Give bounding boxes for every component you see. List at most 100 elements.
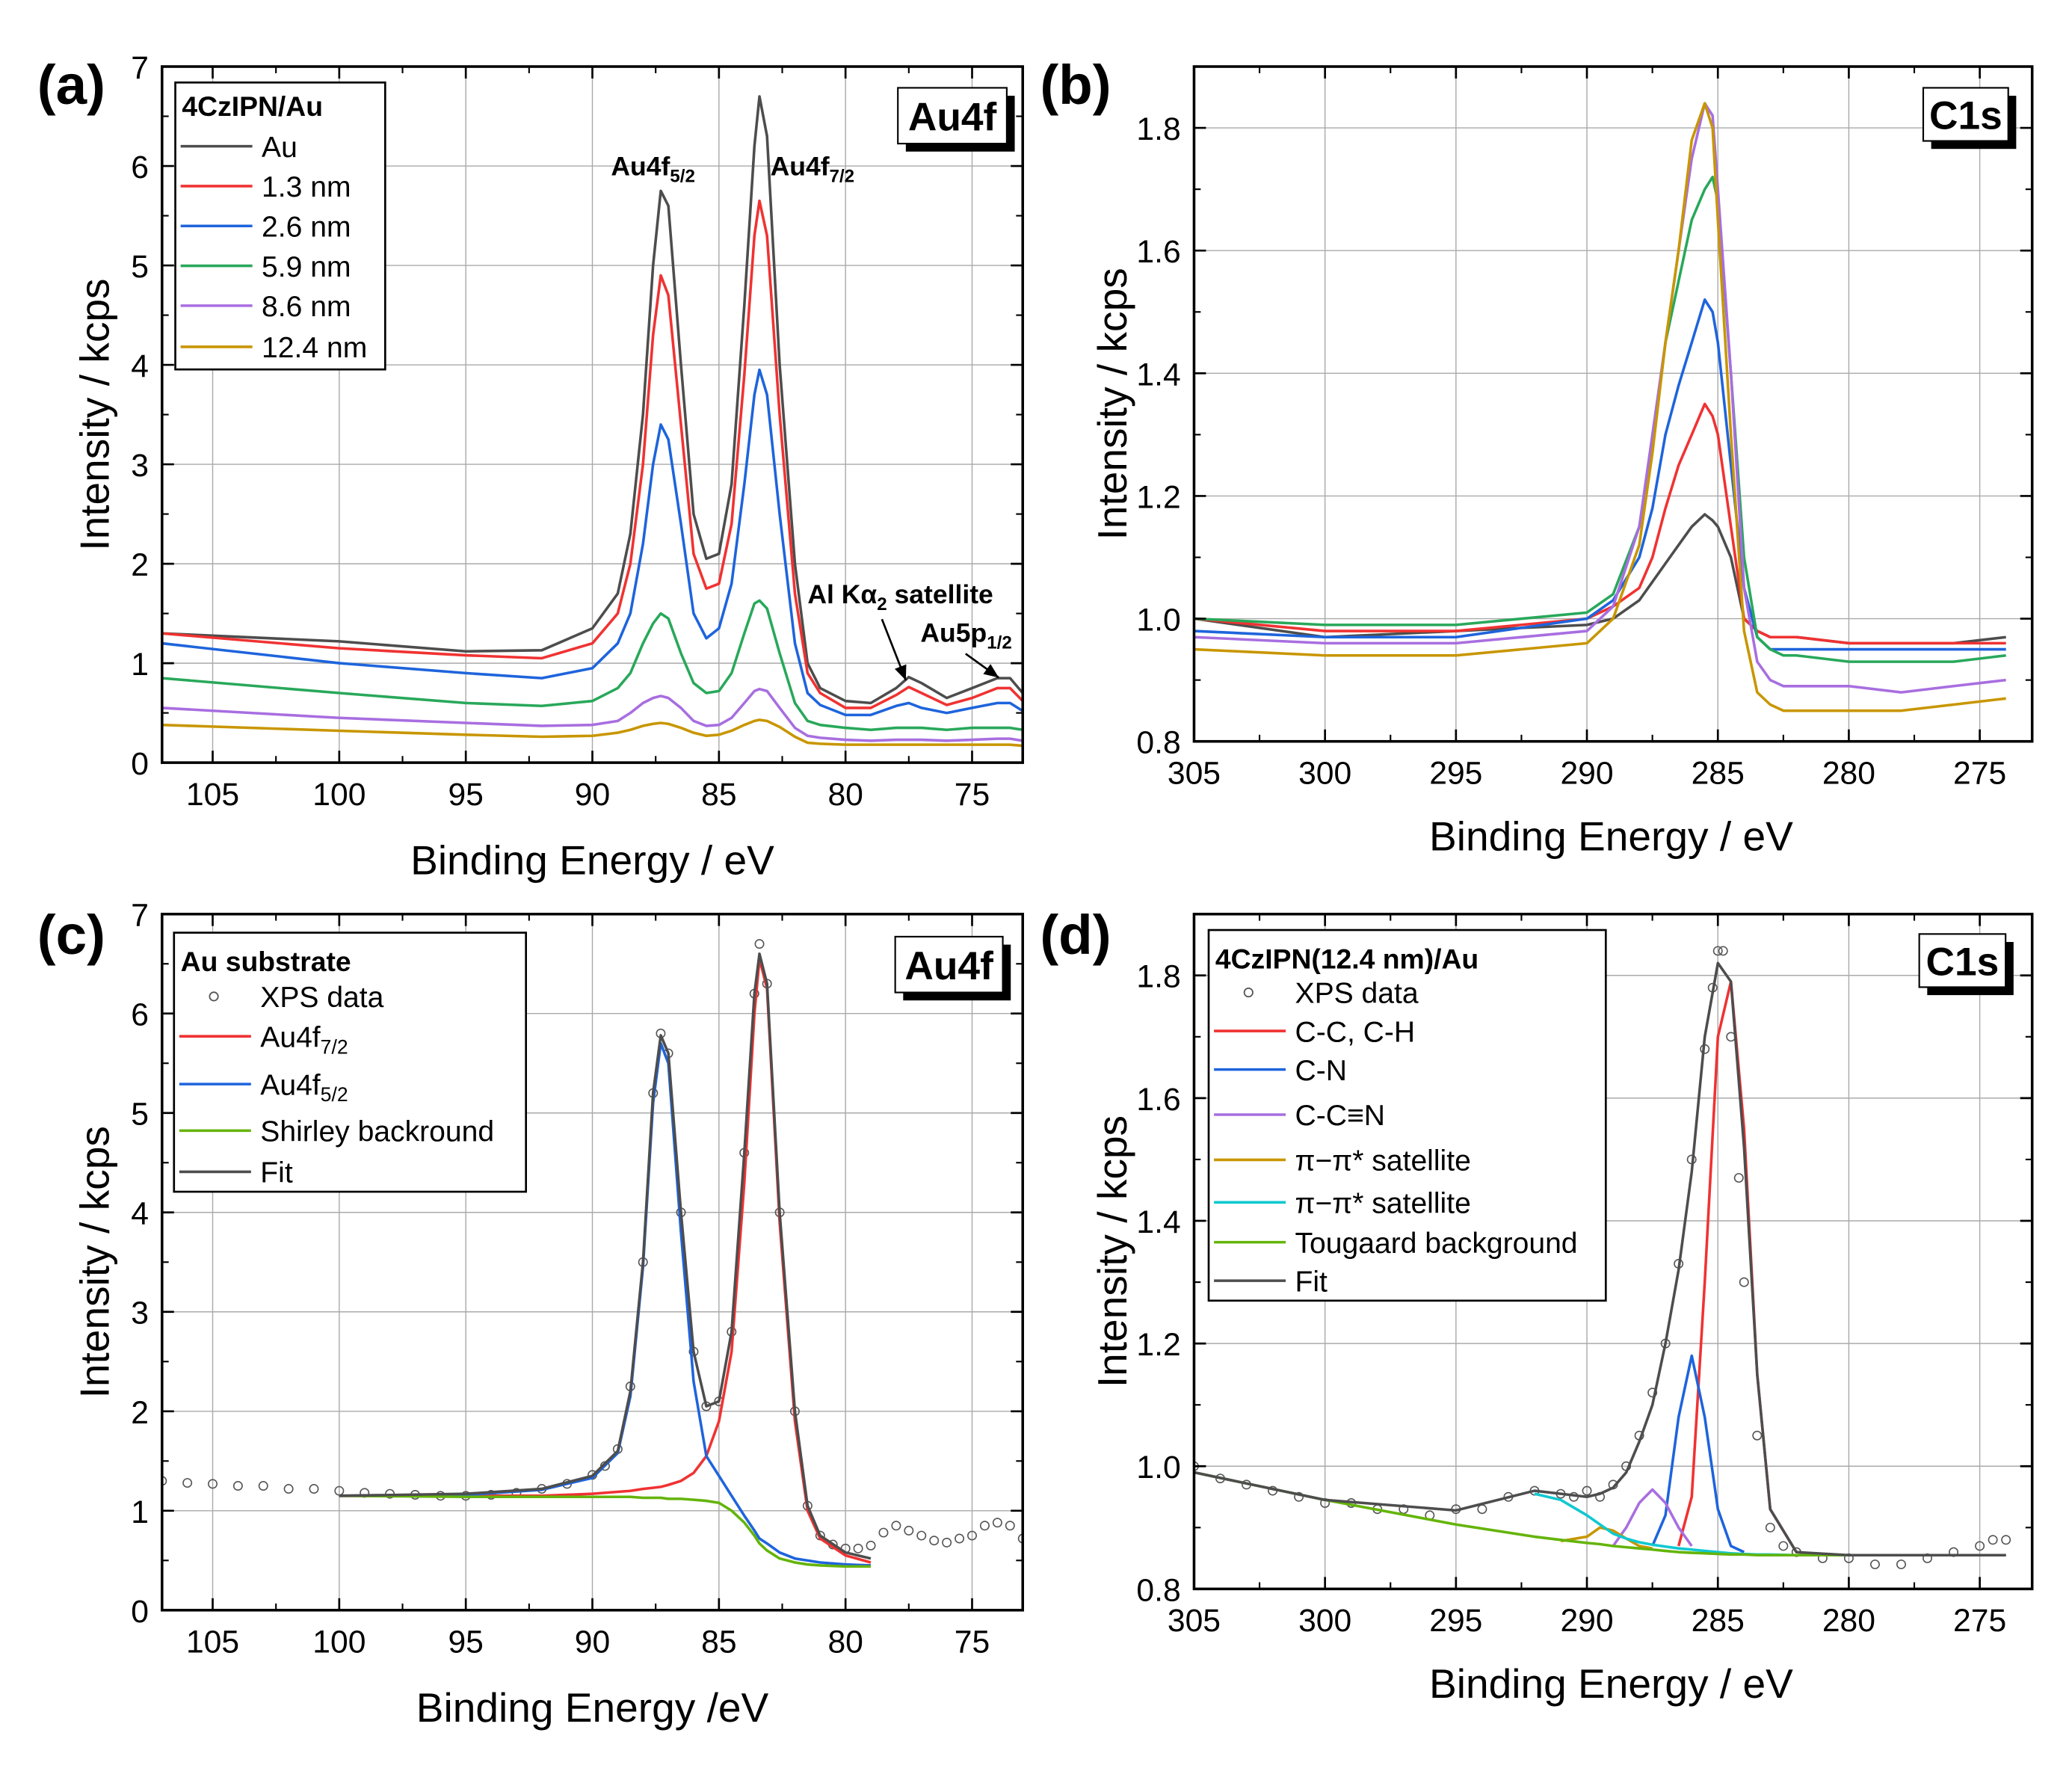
label-main: 12.4 nm: [262, 332, 367, 364]
peak-annotation: Au4f7/2: [771, 152, 855, 187]
y-tick-label: 0.8: [1136, 725, 1180, 761]
legend-marker: [209, 991, 219, 1002]
legend-entry: 8.6 nm: [262, 291, 351, 323]
x-tick-label: 80: [827, 777, 863, 813]
series-line-5: [161, 718, 1023, 748]
data-point: [979, 1521, 990, 1531]
series-line-3: [339, 1494, 871, 1568]
plot-frame: [1192, 65, 2034, 743]
inset-box: [897, 87, 1008, 145]
inset-label: C1s: [1929, 94, 2002, 138]
series-line-2: [1651, 1354, 1745, 1553]
data-point: [1975, 1541, 1985, 1551]
data-point: [1869, 1559, 1880, 1570]
series-line-3: [161, 599, 1023, 732]
x-tick-label: 295: [1429, 1603, 1482, 1639]
series-group: [1194, 946, 2011, 1570]
label-main: XPS data: [1295, 978, 1419, 1010]
inset-box: [1922, 87, 2009, 142]
label-main: 1.3 nm: [262, 171, 351, 203]
legend-entry: C-N: [1295, 1055, 1347, 1087]
label-subscript: 2: [877, 594, 887, 615]
label-subscript: 7/2: [830, 167, 855, 187]
x-tick-label: 305: [1168, 756, 1221, 792]
x-tick-label: 285: [1692, 1603, 1745, 1639]
x-tick-label: 85: [701, 777, 736, 813]
data-point: [1778, 1541, 1789, 1551]
series-line-4: [1560, 1526, 1653, 1550]
x-tick-label: 95: [448, 1625, 483, 1660]
data-point: [1988, 1535, 1998, 1545]
y-tick-label: 6: [131, 997, 149, 1033]
legend-entry: C-C, C-H: [1295, 1016, 1416, 1048]
panel-label: (b): [1040, 53, 1111, 116]
data-point: [955, 1533, 965, 1544]
label-main: Shirley backround: [260, 1116, 494, 1148]
x-axis-title: Binding Energy / eV: [410, 837, 774, 883]
y-tick-label: 7: [131, 50, 149, 86]
series-line-2: [339, 1041, 872, 1567]
data-point: [258, 1481, 268, 1491]
arrow-head-icon: [983, 664, 999, 678]
chart-panel-d: 305 300 295 290 285 280 275 0.8 1.0 1.2 1.4 1.6 1.8 B…: [1040, 903, 2034, 1707]
y-tick-label: 1.6: [1136, 234, 1180, 270]
y-tick-label: 1: [131, 1494, 149, 1530]
data-point: [309, 1484, 319, 1494]
series-line-4: [161, 687, 1023, 742]
label-main: Au4f: [260, 1069, 321, 1101]
series-group: [161, 95, 1023, 748]
data-point: [942, 1537, 952, 1548]
data-point: [232, 1481, 243, 1491]
data-point: [916, 1530, 927, 1541]
label-main: Fit: [260, 1157, 293, 1189]
x-tick-label: 100: [312, 1625, 366, 1660]
legend-title: Au substrate: [181, 946, 351, 977]
data-point: [967, 1530, 977, 1541]
legend-title: 4CzIPN/Au: [182, 90, 323, 122]
y-tick-label: 3: [131, 1296, 149, 1331]
data-point: [283, 1484, 294, 1494]
data-point: [2001, 1535, 2011, 1545]
label-main: 5.9 nm: [262, 251, 351, 283]
peak-annotation: Au4f5/2: [611, 152, 695, 187]
legend-entry: C-C≡N: [1295, 1100, 1385, 1132]
y-tick-label: 3: [131, 448, 149, 484]
data-point: [891, 1521, 901, 1531]
x-tick-label: 285: [1692, 756, 1745, 792]
data-point: [929, 1536, 940, 1546]
data-point: [1294, 1491, 1304, 1502]
data-point: [1765, 1522, 1775, 1533]
label-main: 2.6 nm: [262, 211, 351, 243]
y-tick-label: 2: [131, 1395, 149, 1431]
label-main: 8.6 nm: [262, 291, 351, 323]
label-main: Fit: [1295, 1266, 1328, 1298]
inset-label: C1s: [1926, 940, 1999, 984]
legend-entry: Au4f5/2: [260, 1069, 348, 1106]
data-point: [866, 1540, 876, 1550]
plot-frame: [1192, 912, 2034, 1591]
y-tick-label: 1.8: [1136, 111, 1180, 147]
x-tick-label: 100: [312, 777, 366, 813]
data-point: [1647, 1388, 1658, 1398]
legend-entry: Au: [262, 132, 297, 164]
x-tick-label: 75: [955, 777, 990, 813]
inset-label: Au4f: [904, 944, 993, 988]
legend-entry: π−π* satellite: [1295, 1145, 1471, 1177]
data-point: [904, 1525, 914, 1536]
y-tick-label: 4: [131, 348, 149, 384]
data-point: [1477, 1504, 1487, 1515]
data-point: [754, 939, 765, 949]
data-point: [1733, 1173, 1744, 1183]
peak-annotation: Al Kα2 satellite: [807, 579, 993, 615]
x-tick-label: 290: [1560, 756, 1613, 792]
series-line-6: [1194, 1471, 2006, 1557]
x-tick-label: 290: [1560, 1603, 1613, 1639]
x-tick-label: 75: [955, 1625, 990, 1660]
series-line-4: [339, 952, 872, 1560]
y-tick-label: 1.4: [1136, 357, 1180, 392]
data-point: [878, 1527, 889, 1538]
y-tick-label: 7: [131, 898, 149, 934]
series-line-3: [1194, 175, 2006, 663]
legend-entry: 2.6 nm: [262, 211, 351, 243]
label-main: Au4f: [611, 152, 670, 182]
